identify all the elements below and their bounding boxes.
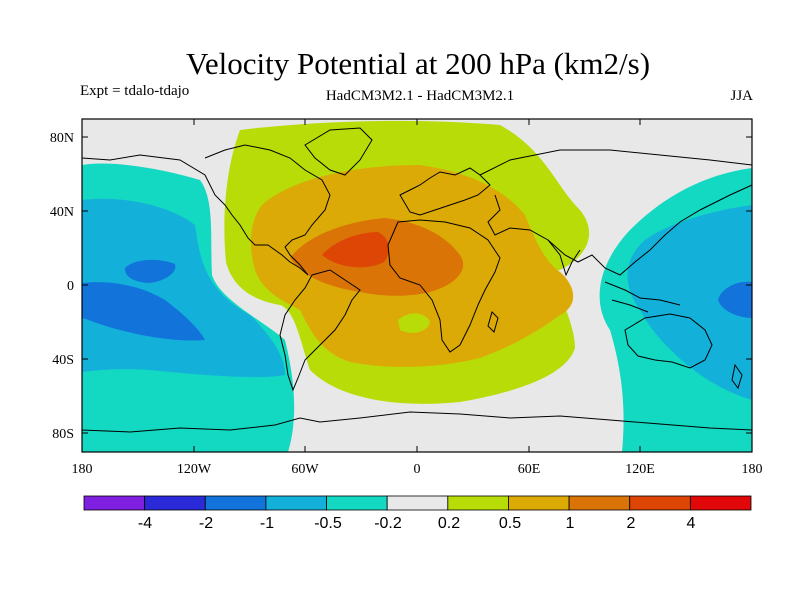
field-region-pacific-east-darkblue: [718, 281, 752, 318]
lon-tick-label-120e: 120E: [625, 462, 655, 477]
colorbar-swatch: [689, 495, 752, 511]
colorbar-label: -0.2: [374, 515, 402, 532]
field-region-pacific-small-blue: [124, 259, 176, 283]
field-region-pacific-west-darkblue: [82, 282, 205, 341]
velocity-potential-field: [82, 119, 752, 452]
field-region-pacific-east-blue: [627, 205, 752, 400]
coast-north-america: [81, 144, 331, 276]
lat-tick-label-80n: 80N: [50, 131, 74, 146]
season-label: JJA: [730, 88, 753, 104]
colorbar-labels: -4 -2 -1 -0.5 -0.2 0.2 0.5 1 2 4: [138, 515, 696, 532]
field-region-positive-green-hole: [398, 313, 430, 333]
lat-tick-label-40n: 40N: [50, 205, 74, 220]
colorbar-label: 2: [627, 515, 636, 532]
coast-new-zealand: [731, 363, 743, 390]
map-title: Velocity Potential at 200 hPa (km2/s): [185, 46, 651, 81]
coastlines: [81, 127, 753, 433]
lon-tick-label-180-west: 180: [72, 462, 93, 477]
colorbar-label: -0.5: [314, 515, 342, 532]
colorbar-label: 0.2: [438, 515, 460, 532]
colorbar-label: -2: [199, 515, 213, 532]
coast-india: [547, 239, 581, 277]
colorbar-swatch: [568, 495, 631, 511]
coast-asia: [479, 149, 753, 276]
colorbar-label: 4: [687, 515, 696, 532]
colorbar-swatch: [629, 495, 691, 511]
colorbar-swatch: [204, 495, 267, 511]
colorbar-swatch: [326, 495, 388, 511]
coast-europe: [399, 167, 491, 216]
latitude-axis: [82, 136, 752, 434]
colorbar: [83, 495, 752, 511]
colorbar-swatch: [265, 495, 327, 511]
coast-south-america: [279, 269, 361, 392]
lat-tick-label-0: 0: [67, 279, 74, 294]
model-label: HadCM3M2.1 - HadCM3M2.1: [325, 88, 515, 104]
colorbar-label: -4: [138, 515, 152, 532]
field-region-positive-red: [322, 232, 389, 268]
colorbar-label: 0.5: [499, 515, 521, 532]
coast-greenland: [304, 127, 373, 176]
colorbar-swatch: [386, 495, 449, 511]
coast-madagascar: [487, 311, 499, 333]
coast-australia: [624, 313, 713, 369]
lat-tick-label-80s: 80S: [52, 427, 74, 442]
coast-africa: [387, 219, 501, 353]
coast-indonesia: [604, 281, 681, 313]
lon-tick-label-0: 0: [414, 462, 421, 477]
colorbar-label: -1: [260, 515, 274, 532]
lon-tick-label-120w: 120W: [177, 462, 212, 477]
longitude-axis: [81, 119, 753, 452]
colorbar-swatch: [508, 495, 570, 511]
colorbar-swatch: [83, 495, 146, 511]
lon-tick-label-60e: 60E: [518, 462, 541, 477]
lon-tick-label-60w: 60W: [291, 462, 319, 477]
experiment-label: Expt = tdalo-tdajo: [80, 83, 190, 99]
lat-tick-label-40s: 40S: [52, 353, 74, 368]
lon-tick-label-180-east: 180: [742, 462, 763, 477]
colorbar-label: 1: [566, 515, 575, 532]
colorbar-swatch: [447, 495, 509, 511]
coast-antarctica: [81, 411, 753, 433]
colorbar-swatch: [144, 495, 206, 511]
